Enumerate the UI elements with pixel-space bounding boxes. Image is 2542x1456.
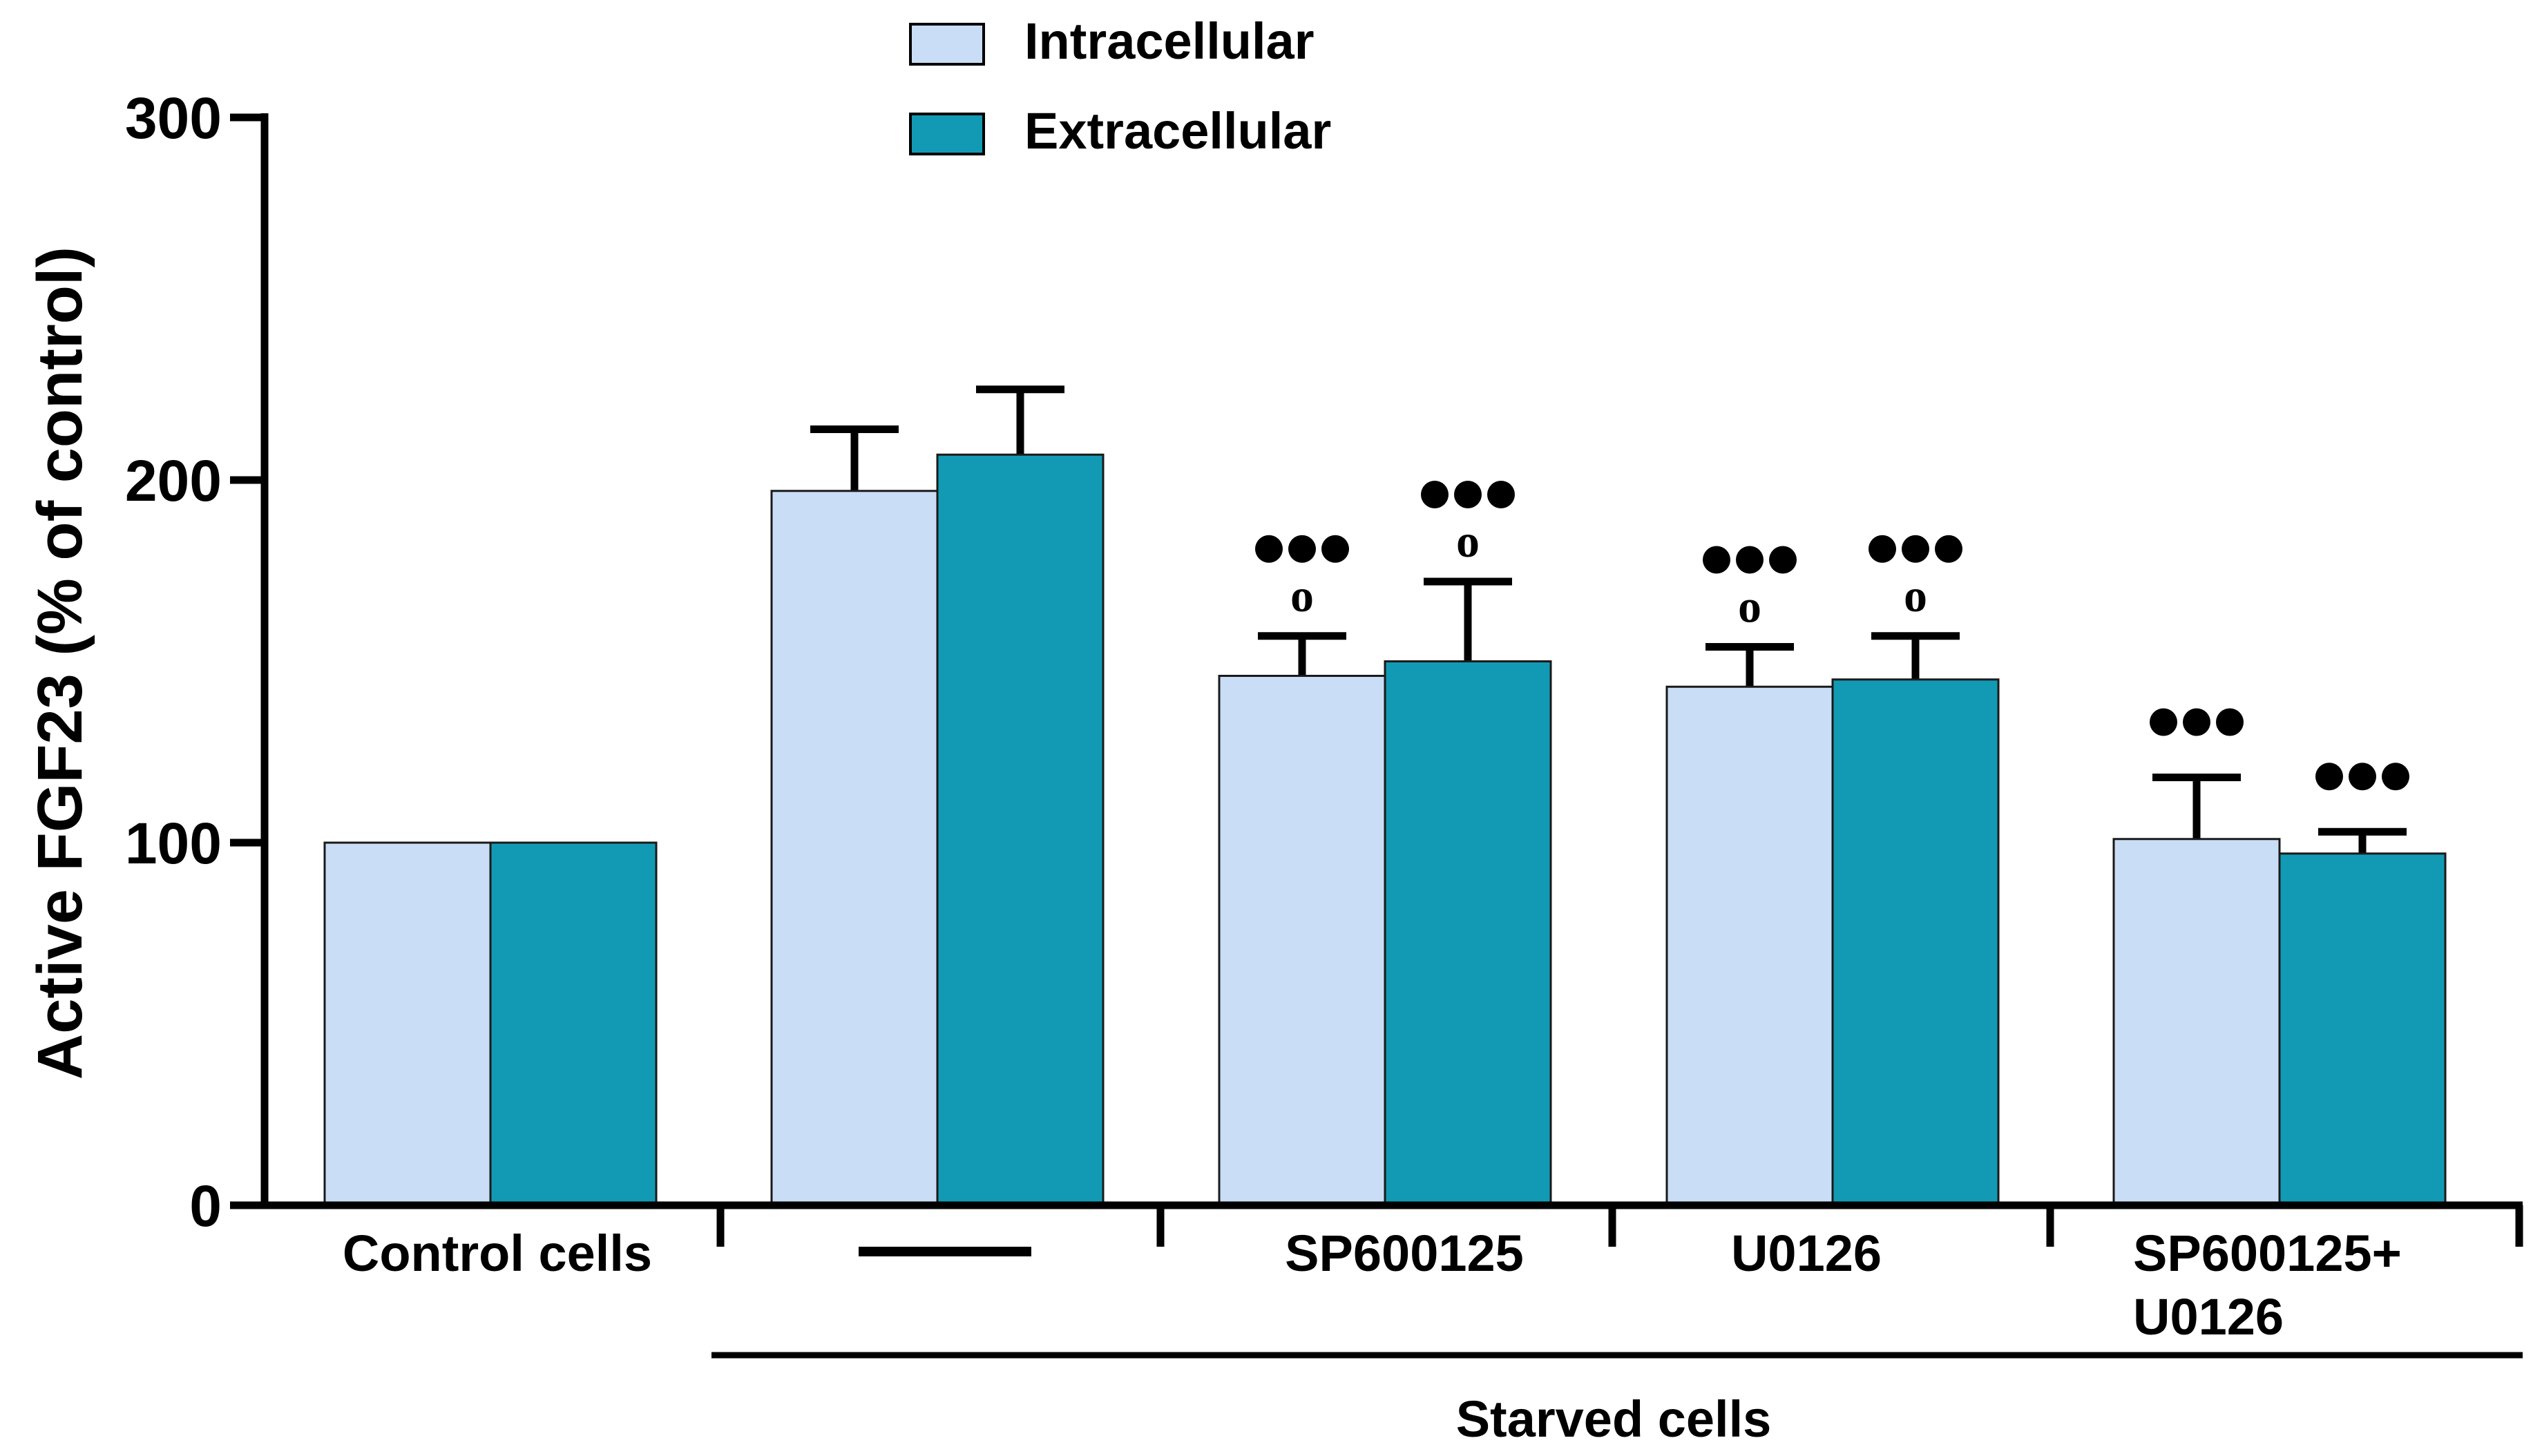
- legend-swatch-extracellular: [909, 113, 985, 155]
- significance-o: o: [1904, 569, 1927, 622]
- bar-extracellular-3: [1831, 678, 2000, 1207]
- significance-marker: o: [1255, 535, 1349, 622]
- y-tick-label: 100: [125, 811, 222, 876]
- bar-extracellular-1: [936, 453, 1105, 1207]
- significance-dot: [1321, 535, 1349, 563]
- significance-dot: [1454, 481, 1482, 508]
- significance-dot: [1703, 546, 1730, 574]
- legend-label-intracellular: Intracellular: [1024, 12, 1315, 70]
- significance-o: o: [1456, 515, 1480, 567]
- significance-marker: [2150, 708, 2244, 736]
- bars: o o o o: [323, 385, 2447, 1207]
- significance-dot: [1902, 535, 1929, 563]
- significance-o: o: [1738, 580, 1761, 633]
- y-tick-label: 300: [125, 86, 222, 151]
- significance-dot: [1487, 481, 1515, 508]
- significance-dot: [1769, 546, 1797, 574]
- legend-swatch-intracellular: [909, 23, 985, 66]
- x-category-label: SP600125: [1285, 1225, 1524, 1282]
- bar-intracellular-2: [1218, 675, 1386, 1207]
- significance-dot: [2382, 763, 2409, 791]
- x-category-label: SP600125+ U0126: [2133, 1225, 2402, 1345]
- bar-extracellular-0: [489, 841, 658, 1207]
- significance-dot: [2315, 763, 2343, 791]
- legend-label-extracellular: Extracellular: [1024, 102, 1331, 160]
- bar-intracellular-0: [323, 841, 492, 1207]
- significance-dot: [2349, 763, 2376, 791]
- y-axis: 0 100 200 300 Active FGF23 (% of control): [25, 86, 269, 1238]
- bar-intracellular-4: [2112, 838, 2281, 1207]
- significance-marker: o: [1421, 481, 1515, 567]
- bar-intracellular-3: [1665, 685, 1834, 1207]
- significance-marker: [2315, 763, 2409, 791]
- significance-o: o: [1290, 569, 1314, 622]
- significance-dot: [1935, 535, 1962, 563]
- significance-marker: o: [1703, 546, 1797, 633]
- y-tick-label: 200: [125, 448, 222, 513]
- significance-dot: [2216, 708, 2244, 736]
- x-axis: Control cells SP600125 U0126 SP600125+ U0126…: [260, 1201, 2523, 1448]
- y-tick-label: 0: [189, 1174, 222, 1238]
- significance-dot: [2150, 708, 2177, 736]
- x-category-label: Control cells: [343, 1225, 652, 1282]
- significance-dot: [2183, 708, 2210, 736]
- group-label: Starved cells: [1456, 1390, 1772, 1448]
- bar-extracellular-4: [2278, 852, 2447, 1207]
- significance-dot: [1288, 535, 1316, 563]
- y-axis-title: Active FGF23 (% of control): [25, 247, 95, 1080]
- legend: Intracellular Extracellular: [909, 12, 1331, 160]
- significance-marker: o: [1869, 535, 1962, 622]
- significance-dot: [1736, 546, 1764, 574]
- x-category-label: U0126: [1731, 1225, 1882, 1282]
- bar-intracellular-1: [770, 490, 939, 1207]
- significance-dot: [1255, 535, 1283, 563]
- significance-dot: [1421, 481, 1449, 508]
- bar-extracellular-2: [1384, 660, 1552, 1207]
- significance-dot: [1869, 535, 1896, 563]
